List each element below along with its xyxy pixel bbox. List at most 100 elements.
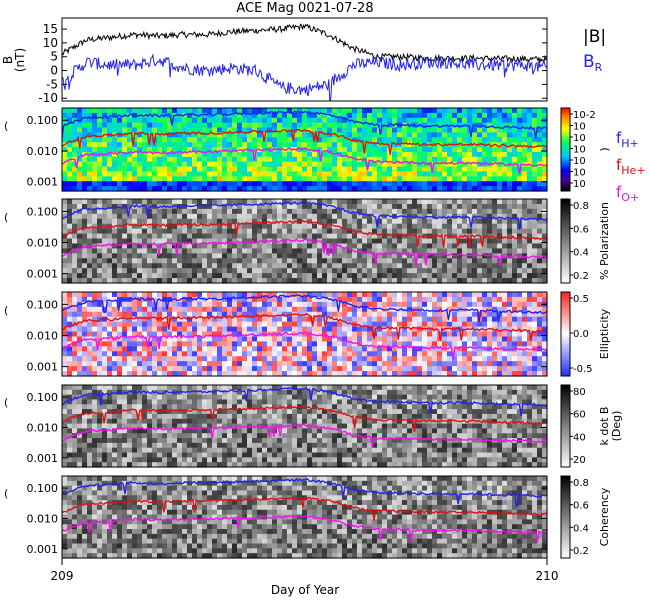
heatmap-cell <box>207 361 213 367</box>
heatmap-cell <box>132 346 138 352</box>
heatmap-cell <box>542 238 548 245</box>
heatmap-cell <box>87 161 93 168</box>
heatmap-cell <box>317 258 323 264</box>
heatmap-cell <box>352 326 358 333</box>
heatmap-cell <box>187 326 193 333</box>
heatmap-cell <box>377 181 383 187</box>
heatmap-cell <box>112 108 118 114</box>
heatmap-cell <box>282 351 288 357</box>
heatmap-cell <box>407 151 413 158</box>
heatmap-cell <box>77 151 83 158</box>
heatmap-cell <box>327 108 333 114</box>
heatmap-cell <box>82 248 88 254</box>
heatmap-cell <box>537 181 543 187</box>
heatmap-cell <box>542 199 548 205</box>
heatmap-cell <box>192 346 198 352</box>
heatmap-cell <box>432 186 438 192</box>
heatmap-cell <box>252 238 258 245</box>
heatmap-cell <box>237 268 243 274</box>
heatmap-cell <box>182 156 188 163</box>
heatmap-cell <box>112 326 118 333</box>
heatmap-cell <box>172 248 178 254</box>
heatmap-cell <box>117 166 123 173</box>
heatmap-cell <box>352 142 358 148</box>
heatmap-cell <box>502 341 508 347</box>
heatmap-cell <box>497 112 503 119</box>
heatmap-cell <box>292 263 298 269</box>
heatmap-cell <box>512 351 518 357</box>
heatmap-cell <box>407 166 413 173</box>
heatmap-cell <box>492 341 498 347</box>
heatmap-cell <box>72 258 78 264</box>
heatmap-cell <box>542 151 548 158</box>
heatmap-cell <box>212 273 218 279</box>
heatmap-cell <box>262 361 268 367</box>
heatmap-cell <box>317 316 323 323</box>
heatmap-cell <box>422 268 428 274</box>
heatmap-cell <box>247 132 253 138</box>
heatmap-cell <box>542 186 548 192</box>
heatmap-cell <box>322 166 328 173</box>
heatmap-cell <box>317 292 323 298</box>
heatmap-cell <box>387 321 393 328</box>
heatmap-cell <box>227 326 233 333</box>
heatmap-cell <box>247 228 253 235</box>
heatmap-cell <box>347 147 353 153</box>
heatmap-cell <box>257 341 263 347</box>
heatmap-cell <box>112 268 118 274</box>
heatmap-cell <box>387 233 393 240</box>
heatmap-cell <box>337 253 343 259</box>
heatmap-cell <box>522 112 528 119</box>
heatmap-cell <box>237 278 243 284</box>
heatmap-cell <box>102 301 108 308</box>
heatmap-cell <box>432 273 438 279</box>
heatmap-cell <box>382 161 388 168</box>
heatmap-cell <box>252 273 258 279</box>
heatmap-cell <box>307 346 313 352</box>
heatmap-cell <box>497 316 503 323</box>
heatmap-cell <box>422 366 428 372</box>
heatmap-cell <box>312 301 318 308</box>
heatmap-cell <box>372 306 378 313</box>
heatmap-cell <box>167 243 173 250</box>
heatmap-cell <box>397 253 403 259</box>
heatmap-cell <box>182 296 188 303</box>
heatmap-cell <box>237 112 243 119</box>
heatmap-cell <box>262 223 268 230</box>
heatmap-cell <box>297 351 303 357</box>
heatmap-cell <box>97 268 103 274</box>
heatmap-cell <box>167 186 173 192</box>
heatmap-cell <box>262 366 268 372</box>
heatmap-cell <box>512 331 518 338</box>
heatmap-cell <box>137 321 143 328</box>
heatmap-cell <box>397 361 403 367</box>
heatmap-cell <box>102 228 108 235</box>
heatmap-cell <box>342 366 348 372</box>
heatmap-cell <box>422 213 428 220</box>
heatmap-cell <box>392 321 398 328</box>
heatmap-cell <box>97 233 103 240</box>
heatmap-cell <box>237 223 243 230</box>
heatmap-cell <box>202 228 208 235</box>
heatmap-cell <box>87 176 93 182</box>
heatmap-cell <box>177 213 183 220</box>
heatmap-cell <box>322 346 328 352</box>
y-tick-label: 0.001 <box>27 176 59 189</box>
heatmap-cell <box>322 296 328 303</box>
heatmap-cell <box>392 181 398 187</box>
heatmap-cell <box>107 371 113 377</box>
heatmap-cell <box>332 268 338 274</box>
heatmap-cell <box>417 213 423 220</box>
heatmap-cell <box>352 258 358 264</box>
heatmap-cell <box>392 142 398 148</box>
heatmap-cell <box>412 208 418 215</box>
heatmap-cell <box>347 161 353 168</box>
heatmap-cell <box>327 356 333 362</box>
heatmap-cell <box>352 268 358 274</box>
heatmap-cell <box>422 321 428 328</box>
heatmap-cell <box>122 151 128 158</box>
heatmap-cell <box>137 233 143 240</box>
heatmap-cell <box>102 361 108 367</box>
heatmap-cell <box>367 199 373 205</box>
heatmap-cell <box>102 208 108 215</box>
